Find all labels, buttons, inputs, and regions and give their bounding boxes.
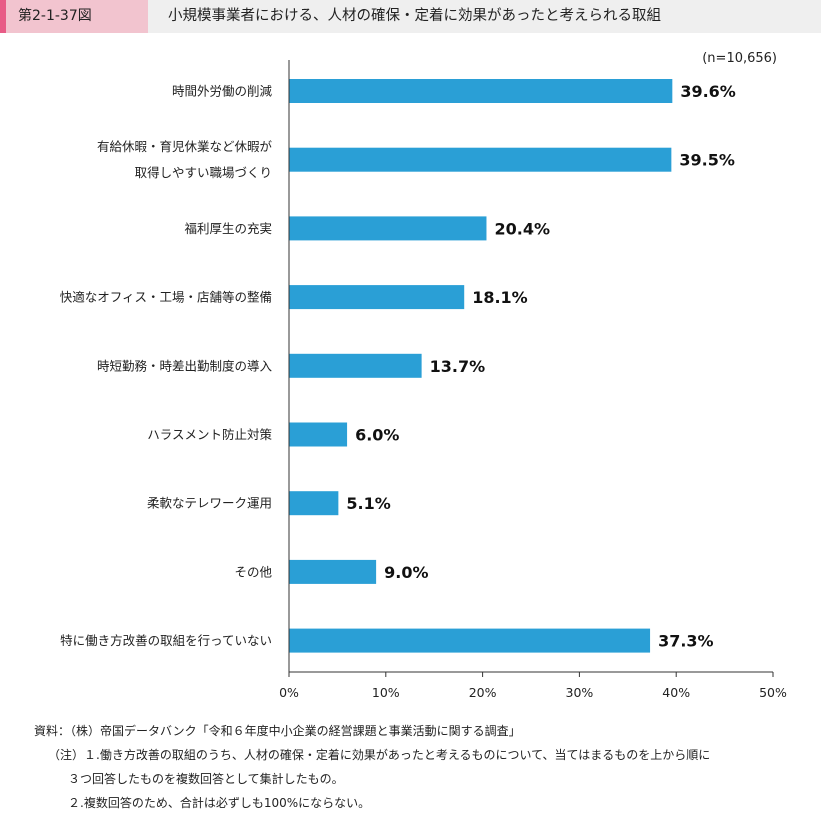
bar-value-label: 13.7% [430, 357, 486, 376]
figure-title: 小規模事業者における、人材の確保・定着に効果があったと考えられる取組 [168, 8, 661, 24]
bar [289, 216, 487, 241]
x-tick-label: 10% [372, 685, 400, 700]
category-label: 有給休暇・育児休業など休暇が [97, 139, 273, 154]
note-2: ２.複数回答のため、合計は必ずしも100%にならない。 [68, 796, 371, 810]
bar [289, 628, 651, 653]
note-1-line-1: （注）１.働き方改善の取組のうち、人材の確保・定着に効果があったと考えるものにつ… [48, 748, 711, 762]
bar [289, 285, 465, 310]
category-label: 取得しやすい職場づくり [135, 165, 272, 180]
category-label: 福利厚生の充実 [184, 221, 272, 236]
source-note: 資料：（株）帝国データバンク「令和６年度中小企業の経営課題と事業活動に関する調査… [34, 724, 521, 738]
figure-number: 第2-1-37図 [0, 0, 148, 33]
x-tick-label: 50% [759, 685, 787, 700]
bar-value-label: 18.1% [472, 288, 528, 307]
bar [289, 422, 348, 447]
note-1-line-2: ３つ回答したものを複数回答として集計したもの。 [68, 772, 344, 786]
bar-value-label: 9.0% [384, 563, 428, 582]
chart-notes: 資料：（株）帝国データバンク「令和６年度中小企業の経営課題と事業活動に関する調査… [34, 719, 814, 815]
category-label: 柔軟なテレワーク運用 [147, 496, 272, 511]
x-tick-label: 20% [469, 685, 497, 700]
category-label: 時短勤務・時差出勤制度の導入 [97, 358, 273, 373]
bar-value-label: 6.0% [355, 426, 399, 445]
bar-chart: (n=10,656) 39.6% 39.5% 20.4% 18.1% 13.7% 6.0%… [60, 51, 787, 700]
bar-value-label: 39.6% [680, 82, 736, 101]
sample-size-note: (n=10,656) [702, 51, 777, 66]
bar-value-label: 5.1% [346, 494, 390, 513]
category-label: 時間外労働の削減 [172, 84, 273, 99]
x-tick-label: 30% [566, 685, 594, 700]
category-label: 快適なオフィス・工場・店舗等の整備 [60, 290, 272, 305]
bar-value-label: 39.5% [679, 151, 735, 170]
figure-header: 第2-1-37図 小規模事業者における、人材の確保・定着に効果があったと考えられ… [0, 0, 821, 33]
category-label: その他 [234, 564, 272, 579]
bar [289, 559, 377, 584]
bar-value-label: 37.3% [658, 632, 714, 651]
x-axis: 0% 10% 20% 30% 40% 50% [279, 60, 787, 700]
category-label: 特に働き方改善の取組を行っていない [60, 633, 272, 648]
bar [289, 147, 672, 172]
x-tick-label: 40% [662, 685, 690, 700]
bars-layer: 39.6% 39.5% 20.4% 18.1% 13.7% 6.0% 5.1% 9.0% 37.… [289, 79, 736, 653]
bar-value-label: 20.4% [494, 219, 550, 238]
bar [289, 353, 422, 378]
bar [289, 79, 673, 103]
bar [289, 491, 339, 516]
category-label: ハラスメント防止対策 [147, 427, 272, 442]
x-tick-label: 0% [279, 685, 299, 700]
category-labels: 時間外労働の削減有給休暇・育児休業など休暇が取得しやすい職場づくり福利厚生の充実… [60, 84, 273, 649]
